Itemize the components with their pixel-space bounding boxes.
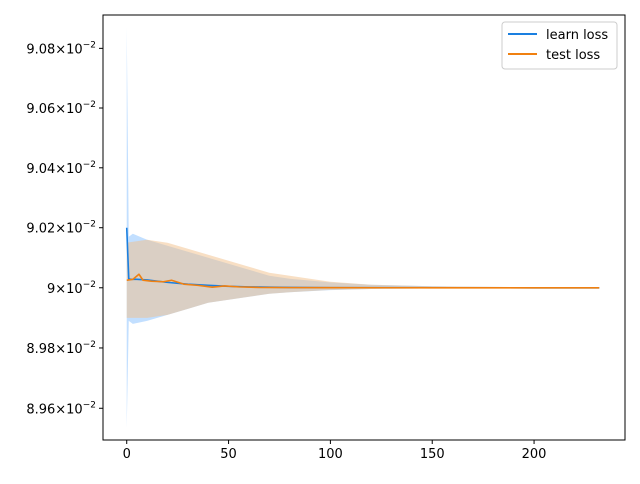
- lines-layer: [125, 227, 600, 289]
- y-tick-label: 9.06×10−2: [26, 100, 96, 117]
- x-axis: 0 50 100 150 200: [123, 440, 547, 462]
- y-tick-label: 8.98×10−2: [26, 340, 96, 357]
- legend-label: test loss: [546, 48, 600, 63]
- x-tick-label: 100: [318, 447, 343, 462]
- bands-layer: [126, 27, 600, 428]
- x-tick-label: 50: [220, 447, 237, 462]
- y-tick-label: 9.02×10−2: [26, 220, 96, 237]
- x-tick-label: 0: [123, 447, 131, 462]
- x-tick-label: 200: [522, 447, 547, 462]
- y-tick-label: 9.08×10−2: [26, 40, 96, 57]
- y-tick-label: 9×10−2: [47, 280, 96, 297]
- y-tick-label: 9.04×10−2: [26, 160, 96, 177]
- y-axis: 8.96×10−2 8.98×10−2 9×10−2 9.02×10−2 9.04×10…: [26, 40, 103, 417]
- legend: learn loss test loss: [501, 21, 618, 70]
- x-tick-label: 150: [420, 447, 445, 462]
- band-test-loss: [126, 239, 600, 318]
- legend-label: learn loss: [546, 28, 608, 43]
- line-test-loss: [126, 273, 600, 289]
- y-tick-label: 8.96×10−2: [26, 400, 96, 417]
